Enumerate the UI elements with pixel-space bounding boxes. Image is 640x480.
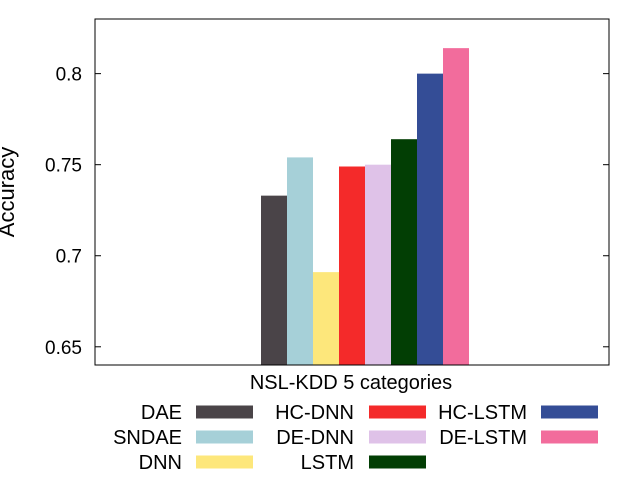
bar-de-lstm — [443, 48, 469, 365]
x-axis-label: NSL-KDD 5 categories — [250, 372, 452, 394]
y-tick-label: 0.75 — [45, 156, 82, 177]
legend-label-de-dnn: DE-DNN — [276, 427, 354, 449]
bar-lstm — [391, 139, 417, 365]
bar-de-dnn — [365, 164, 391, 365]
legend-swatch-hc-lstm — [541, 405, 598, 419]
y-axis-label: Accuracy — [0, 147, 19, 237]
bar-hc-dnn — [339, 166, 365, 365]
bar-hc-lstm — [417, 73, 443, 365]
bar-dae — [261, 195, 287, 365]
legend-label-dae: DAE — [141, 402, 182, 424]
legend-swatch-dae — [196, 405, 253, 419]
legend-swatch-dnn — [196, 455, 253, 469]
legend-label-lstm: LSTM — [301, 452, 354, 474]
legend-swatch-lstm — [369, 455, 426, 469]
legend-label-de-lstm: DE-LSTM — [439, 427, 527, 449]
y-tick-label: 0.65 — [45, 338, 82, 359]
legend-label-sndae: SNDAE — [113, 427, 182, 449]
plot-frame — [94, 18, 610, 366]
legend-swatch-sndae — [196, 430, 253, 444]
legend-swatch-de-dnn — [369, 430, 426, 444]
legend-label-hc-dnn: HC-DNN — [275, 402, 354, 424]
plot-area: 0.65 0.7 0.75 0.8 — [45, 18, 610, 366]
legend-swatch-de-lstm — [541, 430, 598, 444]
y-tick-label: 0.7 — [56, 247, 82, 268]
legend: DAE SNDAE DNN HC-DNN DE-DNN LSTM HC-LSTM DE-LST… — [113, 402, 598, 474]
bar-sndae — [287, 157, 313, 365]
legend-label-hc-lstm: HC-LSTM — [438, 402, 527, 424]
y-tick-label: 0.8 — [56, 65, 82, 86]
bar-dnn — [313, 272, 339, 365]
legend-label-dnn: DNN — [139, 452, 182, 474]
legend-swatch-hc-dnn — [369, 405, 426, 419]
